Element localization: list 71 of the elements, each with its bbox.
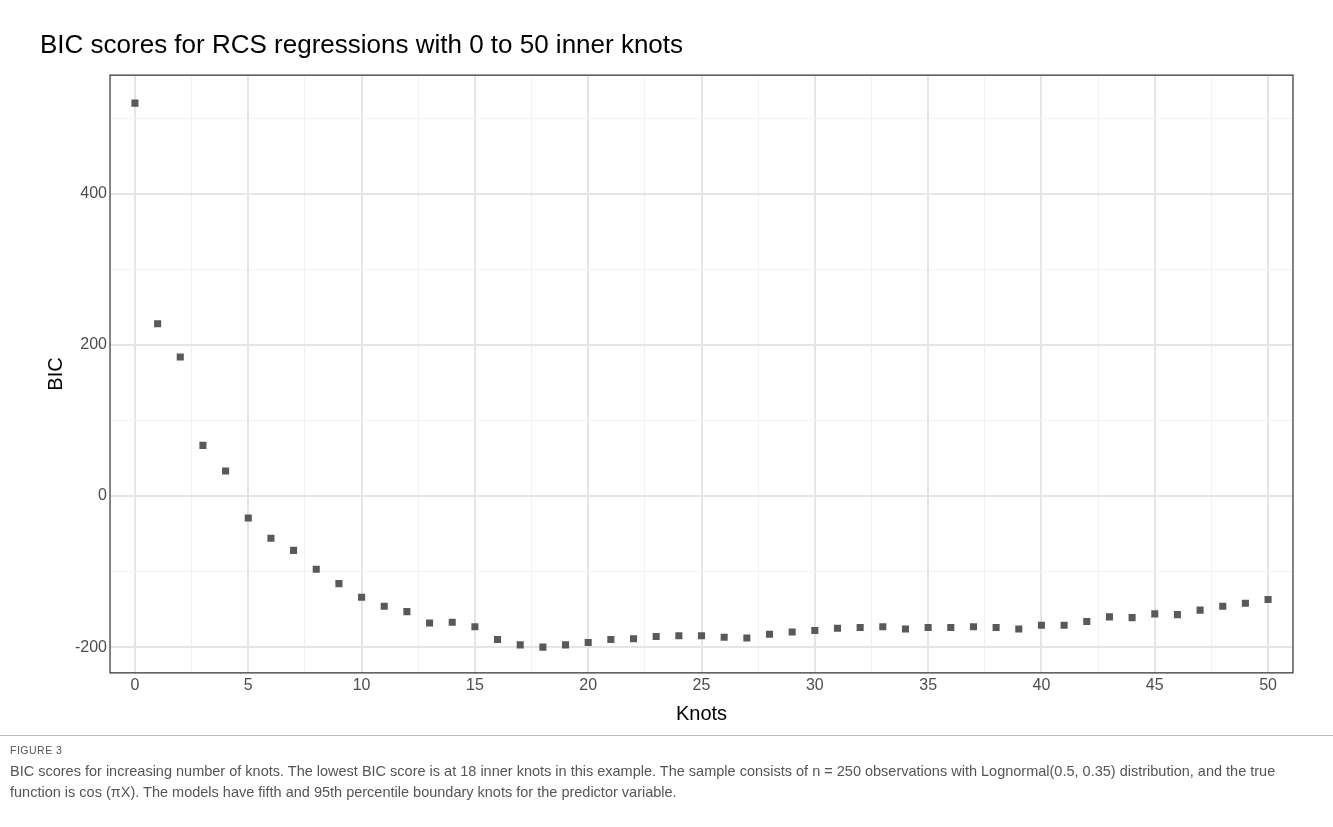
point bbox=[199, 441, 207, 449]
point bbox=[403, 608, 411, 616]
point bbox=[1083, 617, 1091, 625]
x-tick-label: 40 bbox=[1032, 675, 1051, 693]
point bbox=[1037, 621, 1045, 629]
point bbox=[1151, 610, 1159, 618]
point bbox=[290, 546, 298, 554]
point bbox=[1173, 611, 1181, 619]
point bbox=[516, 641, 524, 649]
point bbox=[1241, 599, 1249, 607]
point bbox=[697, 632, 706, 640]
x-tick-label: 50 bbox=[1259, 675, 1278, 693]
caption: FIGURE 3 bbox=[10, 743, 64, 758]
x-tick-label: 0 bbox=[130, 675, 140, 693]
point bbox=[1128, 614, 1136, 622]
point bbox=[743, 634, 751, 642]
point bbox=[652, 633, 660, 641]
x-tick-label: 35 bbox=[919, 675, 938, 693]
point bbox=[856, 623, 864, 632]
y-tick-label: 0 bbox=[98, 486, 108, 504]
x-tick-label: 20 bbox=[579, 675, 598, 693]
x-tick-label: 5 bbox=[243, 675, 253, 693]
point bbox=[607, 636, 615, 644]
point bbox=[720, 633, 728, 641]
point bbox=[131, 99, 139, 107]
y-tick-label: 200 bbox=[80, 335, 108, 353]
point bbox=[426, 619, 434, 627]
y-axis-title: BIC bbox=[43, 357, 66, 391]
point bbox=[222, 467, 230, 475]
point bbox=[901, 625, 910, 633]
point bbox=[358, 593, 366, 601]
point bbox=[312, 565, 320, 573]
point bbox=[811, 626, 819, 635]
point bbox=[833, 624, 842, 632]
point bbox=[969, 623, 977, 631]
point bbox=[448, 618, 456, 626]
x-tick-label: 10 bbox=[352, 675, 371, 693]
point bbox=[1015, 625, 1023, 633]
point bbox=[1105, 613, 1113, 621]
point bbox=[539, 643, 547, 651]
point bbox=[154, 320, 162, 328]
point bbox=[380, 602, 388, 610]
x-axis-title: Knots bbox=[675, 701, 728, 724]
point bbox=[471, 623, 479, 631]
text: BIC scores for increasing number of knots. The lowest BIC score is at 18 inner knots in this example. The sample consists of n = 250 observations with Lognormal(0.5, 0.35) distribution, and the true function is cos (πX). The models have fifth and 95th percentile boundary knots for the predictor variable. bbox=[10, 762, 1277, 802]
chart-title: BIC scores for RCS regressions with 0 to 50 inner knots bbox=[40, 28, 684, 59]
point bbox=[765, 630, 774, 638]
point bbox=[924, 623, 932, 632]
point bbox=[788, 628, 796, 636]
point bbox=[992, 623, 1000, 632]
point bbox=[244, 514, 252, 522]
point bbox=[1264, 595, 1272, 604]
point bbox=[335, 580, 343, 588]
x-tick-label: 30 bbox=[805, 675, 824, 693]
point bbox=[947, 623, 955, 632]
x-tick-label: 15 bbox=[465, 675, 484, 693]
point bbox=[494, 636, 502, 644]
y-tick-label: 400 bbox=[80, 184, 108, 202]
point bbox=[1060, 621, 1068, 629]
x-tick-label: 45 bbox=[1145, 675, 1164, 693]
point bbox=[675, 632, 683, 640]
point bbox=[267, 534, 275, 542]
point bbox=[1219, 602, 1227, 610]
point bbox=[562, 641, 570, 649]
x-tick-label: 25 bbox=[692, 675, 711, 693]
y-tick-label: -200 bbox=[74, 637, 108, 655]
point bbox=[879, 623, 887, 631]
point bbox=[629, 635, 638, 643]
point bbox=[584, 639, 592, 647]
point bbox=[176, 353, 184, 361]
point bbox=[1196, 606, 1204, 614]
